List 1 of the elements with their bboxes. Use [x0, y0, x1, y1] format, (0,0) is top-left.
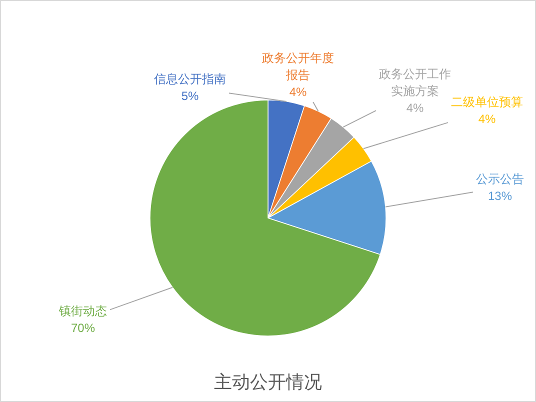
title: 主动公开情况: [214, 372, 322, 392]
